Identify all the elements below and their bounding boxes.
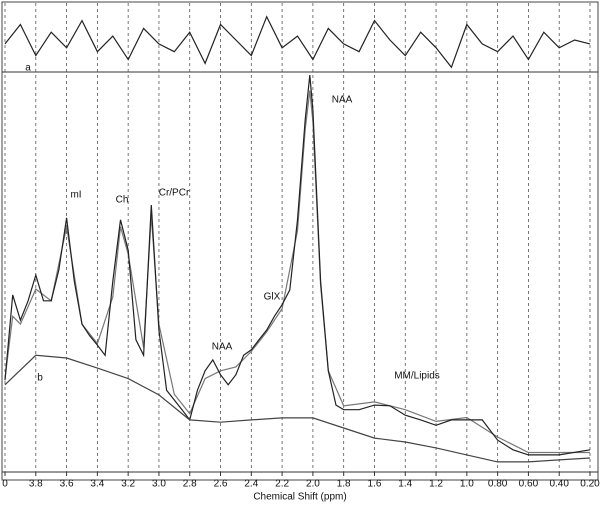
- annotation: Cr/PCr: [159, 188, 190, 199]
- x-tick-label: 1.6: [368, 479, 382, 490]
- x-tick-label: 3.4: [90, 479, 104, 490]
- x-tick-label: 3.2: [121, 479, 135, 490]
- x-tick-label: 1.4: [398, 479, 412, 490]
- annotation: NAA: [332, 95, 353, 106]
- x-tick-label: 2.6: [214, 479, 228, 490]
- x-tick-label: 2.4: [244, 479, 258, 490]
- annotation: Ch: [116, 195, 129, 206]
- x-tick-label: 0.40: [549, 479, 569, 490]
- x-tick-label: 3.6: [60, 479, 74, 490]
- x-tick-label: 2.8: [183, 479, 197, 490]
- series-line: [4, 354, 591, 463]
- annotation: b: [37, 373, 43, 384]
- annotation: NAA: [212, 342, 233, 353]
- x-tick-label: 0.60: [519, 479, 539, 490]
- x-tick-label: 1.8: [337, 479, 351, 490]
- series-line: [4, 15, 591, 69]
- series-line: [4, 75, 591, 456]
- annotation: mI: [70, 190, 81, 201]
- x-tick-label: 3.8: [29, 479, 43, 490]
- plot-frame: [1, 1, 599, 481]
- x-tick-label: 2.0: [306, 479, 320, 490]
- x-tick-label: 2.2: [275, 479, 289, 490]
- x-tick-label: 0.80: [488, 479, 508, 490]
- x-axis-label: Chemical Shift (ppm): [253, 492, 346, 503]
- annotation: GlX: [264, 292, 281, 303]
- x-tick-label: 0.20: [580, 479, 600, 490]
- x-tick-label: 1.0: [460, 479, 474, 490]
- annotation: a: [25, 63, 31, 74]
- x-tick-label: 1.2: [429, 479, 443, 490]
- x-tick-label: 3.0: [152, 479, 166, 490]
- x-tick-label: 0: [2, 479, 8, 490]
- annotation: MM/Lipids: [394, 371, 440, 382]
